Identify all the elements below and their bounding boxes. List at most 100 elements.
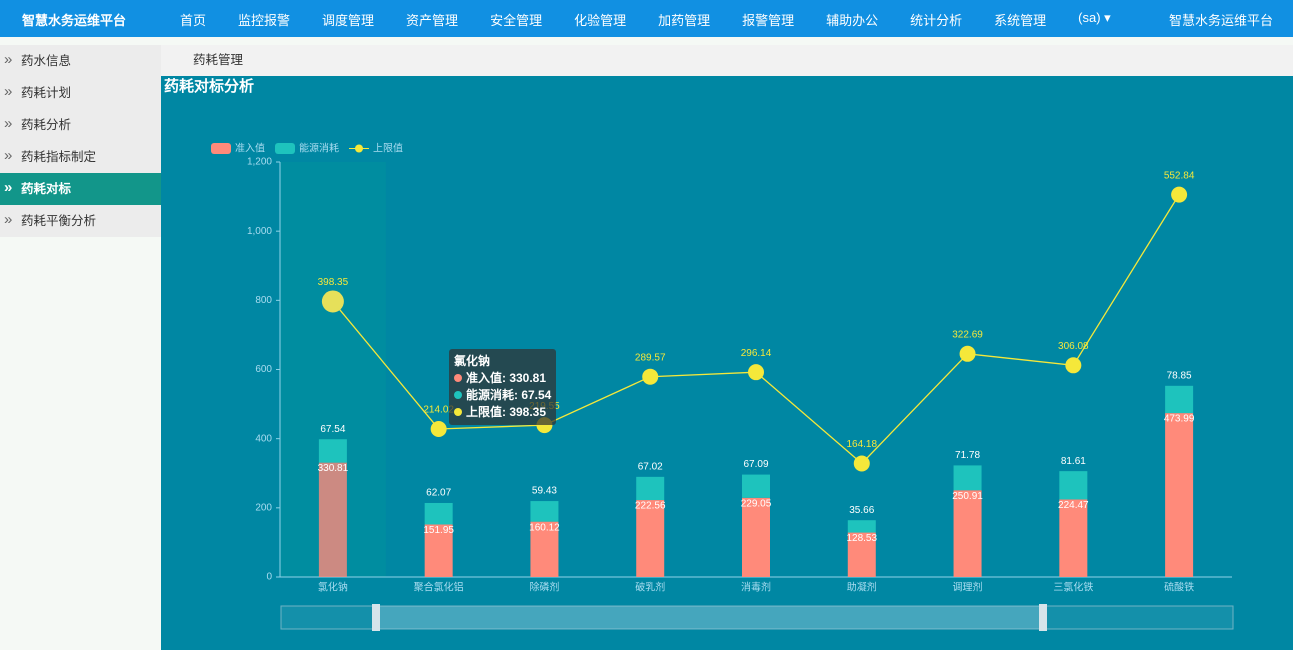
legend-swatch (355, 144, 363, 153)
chart-title: 药耗对标分析 (164, 77, 254, 95)
bar (953, 465, 982, 491)
sidebar-item[interactable]: 药耗指标制定 (0, 140, 161, 173)
x-tick-label: 调理剂 (953, 581, 983, 594)
top-bar: 智慧水务运维平台 首页 监控报警 调度管理 资产管理 安全管理 化验管理 加药管理 报警管理 辅… (0, 0, 1293, 37)
menu-item[interactable]: 安全管理 (490, 13, 543, 28)
bar (1059, 471, 1088, 500)
bar (424, 502, 453, 525)
sidebar-item[interactable]: 药耗分析 (0, 108, 161, 141)
menu-item[interactable]: 辅助办公 (826, 13, 879, 28)
bar (953, 490, 982, 577)
tooltip-dot (454, 391, 462, 399)
sidebar-item[interactable]: 药耗计划 (0, 76, 161, 109)
line-point (321, 290, 344, 313)
sidebar-item[interactable]: 药水信息 (0, 44, 161, 77)
right-title: 智慧水务运维平台 (1168, 13, 1273, 28)
bar-label: 81.61 (1061, 456, 1086, 467)
y-tick-label: 1,200 (247, 157, 272, 168)
sidebar-item[interactable]: 药耗平衡分析 (0, 204, 161, 237)
zoom-slider[interactable] (280, 605, 1234, 630)
legend-swatch (275, 143, 295, 154)
bar-label: 62.07 (426, 488, 451, 499)
sidebar: 药水信息药耗计划药耗分析药耗指标制定药耗对标药耗平衡分析 (0, 44, 161, 237)
y-tick-label: 800 (255, 295, 272, 306)
menu: 首页 监控报警 调度管理 资产管理 安全管理 化验管理 加药管理 报警管理 辅助办公 统计分析 系统… (180, 10, 1143, 29)
line-label: 289.57 (635, 352, 666, 363)
x-tick-label: 除磷剂 (529, 581, 559, 594)
menu-item[interactable]: 加药管理 (658, 13, 711, 28)
line-point (642, 368, 659, 385)
bar-label: 473.99 (1164, 414, 1195, 425)
user-menu[interactable]: (sa) ▾ (1078, 10, 1111, 25)
tooltip-text: 上限值: 398.35 (466, 405, 547, 419)
legend-label: 准入值 (235, 142, 265, 155)
sidebar-item[interactable]: 药耗对标 (0, 172, 161, 205)
line-label: 552.84 (1164, 170, 1195, 181)
x-tick-label: 破乳剂 (635, 581, 665, 594)
y-tick-label: 1,000 (247, 226, 272, 237)
line-point (430, 420, 447, 437)
y-tick-label: 0 (266, 572, 272, 583)
bar (530, 501, 559, 522)
menu-item[interactable]: 首页 (180, 13, 207, 28)
breadcrumb: 药耗管理 (161, 45, 1293, 76)
tooltip-dot (454, 408, 462, 416)
zoom-window[interactable] (377, 606, 1043, 629)
x-tick-label: 硫酸铁 (1164, 581, 1194, 594)
bar-label: 229.05 (741, 498, 772, 509)
menu-item[interactable]: 调度管理 (322, 13, 375, 28)
zoom-handle[interactable] (1039, 604, 1047, 631)
tooltip-row: 准入值: 330.81 (454, 370, 551, 387)
brand[interactable]: 智慧水务运维平台 (22, 13, 127, 28)
x-tick-label: 聚合氯化铝 (414, 581, 464, 594)
y-tick-label: 400 (255, 433, 272, 444)
bar-label: 59.43 (532, 486, 557, 497)
bar (742, 474, 770, 498)
bar-label: 160.12 (529, 522, 560, 533)
chart-panel (161, 76, 1293, 650)
line-point (748, 364, 764, 381)
bar (847, 520, 876, 533)
tooltip-row: 能源消耗: 67.54 (454, 387, 551, 404)
bar-label: 224.47 (1058, 500, 1089, 511)
x-tick-label: 消毒剂 (741, 581, 771, 594)
menu-item[interactable]: 报警管理 (742, 13, 795, 28)
line-label: 322.69 (952, 329, 983, 340)
line-label: 398.35 (318, 277, 349, 288)
line-label: 296.14 (741, 348, 772, 359)
bar (1165, 413, 1194, 577)
tooltip-dot (454, 374, 462, 382)
bar-label: 67.09 (743, 459, 768, 470)
bar-label: 67.02 (638, 461, 663, 472)
bar (847, 532, 876, 577)
line-label: 306.08 (1058, 341, 1089, 352)
line-label: 164.18 (846, 439, 877, 450)
menu-item[interactable]: 系统管理 (994, 13, 1047, 28)
bar (636, 476, 665, 501)
x-tick-label: 三氯化铁 (1053, 581, 1093, 594)
y-tick-label: 200 (255, 502, 272, 513)
legend-swatch (211, 143, 231, 154)
bar (1059, 499, 1088, 577)
zoom-handle[interactable] (372, 604, 380, 631)
bar (318, 462, 347, 577)
x-tick-label: 氯化钠 (318, 581, 348, 594)
bar-label: 71.78 (955, 450, 980, 461)
bar-label: 128.53 (846, 533, 877, 544)
bar (424, 524, 453, 577)
menu-item[interactable]: 资产管理 (406, 13, 459, 28)
x-tick-label: 助凝剂 (847, 581, 877, 594)
bar-label: 35.66 (849, 505, 874, 516)
bar-label: 250.91 (952, 491, 983, 502)
menu-item[interactable]: 化验管理 (574, 13, 627, 28)
tooltip-row: 上限值: 398.35 (454, 404, 551, 421)
bar (742, 497, 770, 577)
menu-item[interactable]: 统计分析 (910, 13, 963, 28)
y-tick-label: 600 (255, 364, 272, 375)
tooltip-text: 准入值: 330.81 (466, 371, 547, 385)
menu-item[interactable]: 监控报警 (238, 13, 291, 28)
bar (318, 439, 347, 463)
line-point (1171, 186, 1188, 203)
